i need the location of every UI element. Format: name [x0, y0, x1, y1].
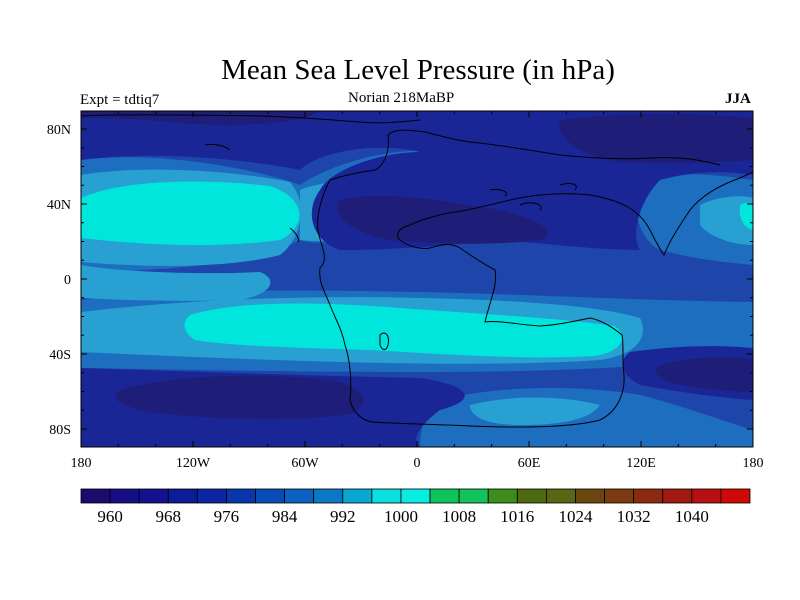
- lon-tick-label: 60E: [518, 456, 541, 471]
- coastline-arctic-rim: [81, 114, 421, 124]
- colorbar-box: [109, 488, 140, 504]
- colorbar-label: 1040: [675, 507, 709, 526]
- field-deep-low-northeast: [559, 113, 753, 164]
- colorbar-label: 1024: [558, 507, 593, 526]
- lon-tick-label: 120W: [176, 456, 211, 471]
- colorbar-label: 992: [330, 507, 356, 526]
- field-deep-low-tethys: [337, 195, 548, 244]
- lat-tick-label: 80N: [47, 123, 71, 138]
- colorbar-box: [138, 488, 169, 504]
- colorbar-label: 1000: [384, 507, 418, 526]
- period-subtitle: Norian 218MaBP: [348, 90, 455, 106]
- coastline-island: [289, 227, 299, 243]
- colorbar-label: 960: [97, 507, 123, 526]
- lon-tick-label: 120E: [626, 456, 656, 471]
- pressure-field: [81, 111, 753, 447]
- axis-ticks: [80, 111, 754, 447]
- lat-tick-label: 80S: [49, 423, 71, 438]
- coastline-island: [519, 202, 542, 211]
- lon-tick-label: 180: [71, 456, 92, 471]
- coastlines: [81, 114, 753, 428]
- colorbar-label: 1008: [442, 507, 476, 526]
- colorbar-box: [167, 488, 198, 504]
- lon-tick-label: 0: [414, 456, 421, 471]
- colorbar-box: [255, 488, 286, 504]
- colorbar-box: [400, 488, 431, 504]
- field-deep-low-east: [655, 357, 753, 392]
- lat-tick-label: 0: [64, 273, 71, 288]
- colorbar-box: [371, 488, 402, 504]
- colorbar-box: [80, 488, 111, 504]
- colorbar-box: [284, 488, 315, 504]
- colorbar-box: [226, 488, 256, 504]
- field-sky-southern: [470, 397, 600, 425]
- lat-tick-label: 40N: [47, 198, 71, 213]
- field-cyan-east: [739, 202, 753, 230]
- lat-tick-label: 40S: [49, 348, 71, 363]
- season-label: JJA: [725, 91, 751, 107]
- colorbar-label: 968: [156, 507, 182, 526]
- colorbar-box: [545, 488, 576, 504]
- colorbar-box: [429, 488, 460, 504]
- field-cyan-north-pacific: [81, 181, 300, 246]
- experiment-label: Expt = tdtiq7: [80, 92, 160, 108]
- lon-tick-label: 180: [743, 456, 764, 471]
- colorbar-box: [720, 488, 751, 504]
- field-cyan-south-subtropics: [184, 303, 623, 358]
- coastline-north: [329, 129, 721, 181]
- coastline-pangaea: [317, 171, 753, 428]
- colorbar-box: [516, 488, 547, 504]
- colorbar-label: 1016: [500, 507, 534, 526]
- chart-title: Mean Sea Level Pressure (in hPa): [221, 54, 615, 86]
- field-sky-pacific: [81, 265, 271, 301]
- lon-tick-label: 60W: [291, 456, 319, 471]
- colorbar-box: [604, 488, 635, 504]
- coastline-island: [559, 183, 577, 191]
- colorbar-box: [633, 488, 664, 504]
- colorbar-boxes: [80, 488, 751, 504]
- colorbar-box: [342, 488, 373, 504]
- axis-tick-labels: 80N 40N 0 40S 80S 180 120W 60W 0 60E 120E 180: [47, 123, 764, 471]
- field-band-east-north: [636, 174, 753, 265]
- colorbar-box: [313, 488, 344, 504]
- coastline-island: [489, 189, 507, 197]
- colorbar-label: 976: [214, 507, 240, 526]
- colorbar-box: [575, 488, 605, 504]
- colorbar-label: 1032: [617, 507, 651, 526]
- colorbar-box: [458, 488, 489, 504]
- colorbar-box: [487, 488, 518, 504]
- colorbar-label: 984: [272, 507, 298, 526]
- colorbar-box: [691, 488, 722, 504]
- colorbar-box: [196, 488, 227, 504]
- coastline-island: [379, 332, 389, 350]
- field-deep-low-south: [115, 375, 364, 420]
- coastline-island: [204, 143, 231, 151]
- colorbar-labels: 960 968 976 984 992 1000 1008 1016 1024 1032 1040: [97, 507, 708, 526]
- colorbar-box: [662, 488, 693, 504]
